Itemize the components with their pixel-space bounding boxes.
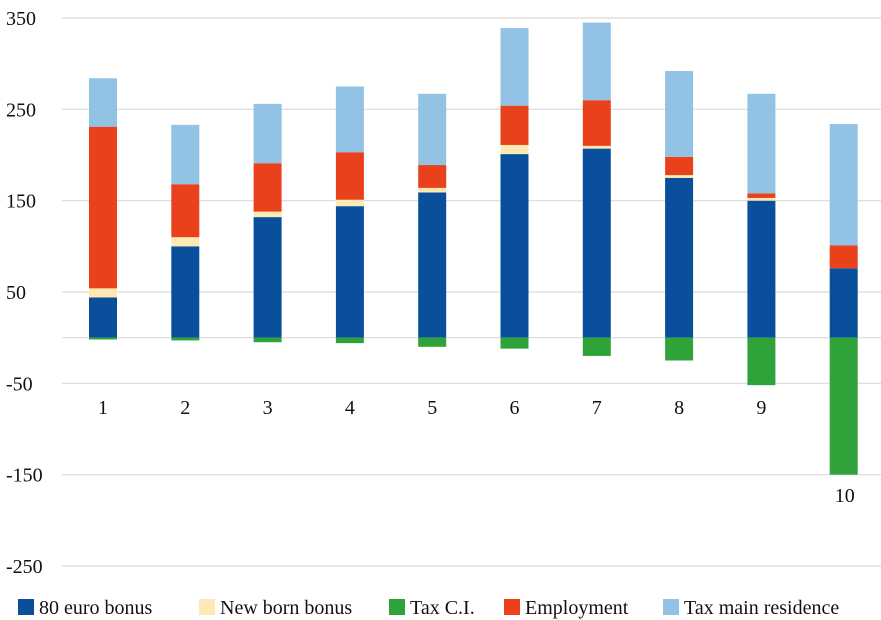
bar-segment <box>418 337 447 347</box>
bar-segment <box>829 123 858 246</box>
bar-segment <box>171 237 200 247</box>
x-tick-label: 6 <box>510 397 520 419</box>
x-tick-label: 2 <box>180 397 190 419</box>
bar-segment <box>582 100 611 146</box>
bar-segment <box>171 184 200 238</box>
bar-segment <box>89 126 117 289</box>
x-tick-label: 3 <box>263 397 273 419</box>
bar-segment <box>253 103 282 164</box>
bar-segment <box>253 211 282 218</box>
legend-label: Employment <box>525 597 629 619</box>
bar-segment <box>747 93 776 194</box>
bar-segment <box>582 148 611 338</box>
bar-segment <box>582 145 611 149</box>
x-tick-label: 4 <box>345 397 355 419</box>
bar-segment <box>89 288 117 298</box>
bar-segment <box>89 78 117 127</box>
bar-segment <box>582 22 611 101</box>
legend: 80 euro bonus New born bonus Tax C.I. Emplo… <box>18 597 839 619</box>
bar-segment <box>253 217 282 338</box>
legend-label: New born bonus <box>220 597 352 619</box>
x-tick-label: 9 <box>756 397 766 419</box>
bar-segment <box>829 245 858 269</box>
bar-segment <box>665 70 694 157</box>
bar-segment <box>335 337 364 344</box>
bar-segment <box>665 337 694 361</box>
bar-segment <box>253 163 282 212</box>
bar-segment <box>171 124 200 185</box>
x-tick-label: 7 <box>592 397 602 419</box>
x-axis: 1 2 3 4 5 6 7 8 9 10 <box>98 397 855 507</box>
bar-segment <box>829 337 858 475</box>
bar-segment <box>500 144 529 155</box>
bar-segment <box>418 192 447 338</box>
bars <box>89 22 858 475</box>
bar-segment <box>747 197 776 201</box>
y-tick-label: 150 <box>6 191 36 213</box>
bar-segment <box>500 28 529 106</box>
legend-label: Tax C.I. <box>410 597 475 619</box>
bar-segment <box>500 105 529 145</box>
legend-swatch <box>18 599 34 615</box>
y-tick-label: -250 <box>6 556 43 578</box>
bar-segment <box>335 86 364 153</box>
legend-swatch <box>199 599 215 615</box>
y-tick-label: -150 <box>6 465 43 487</box>
bar-segment <box>500 337 529 349</box>
bar-segment <box>747 337 776 386</box>
bar-segment <box>747 193 776 198</box>
bar-segment <box>171 337 200 341</box>
y-tick-label: 350 <box>6 8 36 30</box>
bar-segment <box>418 93 447 166</box>
bar-segment <box>253 337 282 343</box>
y-axis: 350 250 150 50 -50 -150 -250 <box>6 8 43 578</box>
bar-segment <box>89 297 117 338</box>
bar-segment <box>747 200 776 338</box>
y-tick-label: 50 <box>6 282 26 304</box>
bar-segment <box>418 165 447 188</box>
bar-segment <box>500 154 529 338</box>
legend-swatch <box>389 599 405 615</box>
x-tick-label: 1 <box>98 397 108 419</box>
bar-segment <box>665 175 694 178</box>
bar-segment <box>171 246 200 338</box>
bar-segment <box>89 337 117 340</box>
x-tick-label: 5 <box>427 397 437 419</box>
bar-segment <box>335 199 364 207</box>
legend-swatch <box>663 599 679 615</box>
legend-swatch <box>504 599 520 615</box>
legend-label: 80 euro bonus <box>39 597 153 619</box>
y-tick-label: -50 <box>6 373 33 395</box>
bar-segment <box>582 337 611 356</box>
bar-segment <box>665 156 694 176</box>
x-tick-label: 8 <box>674 397 684 419</box>
bar-segment <box>335 206 364 338</box>
y-tick-label: 250 <box>6 99 36 121</box>
bar-segment <box>335 152 364 200</box>
bar-segment <box>418 187 447 193</box>
legend-label: Tax main residence <box>684 597 839 619</box>
bar-segment <box>829 268 858 338</box>
bar-segment <box>665 177 694 338</box>
x-tick-label: 10 <box>835 485 855 507</box>
